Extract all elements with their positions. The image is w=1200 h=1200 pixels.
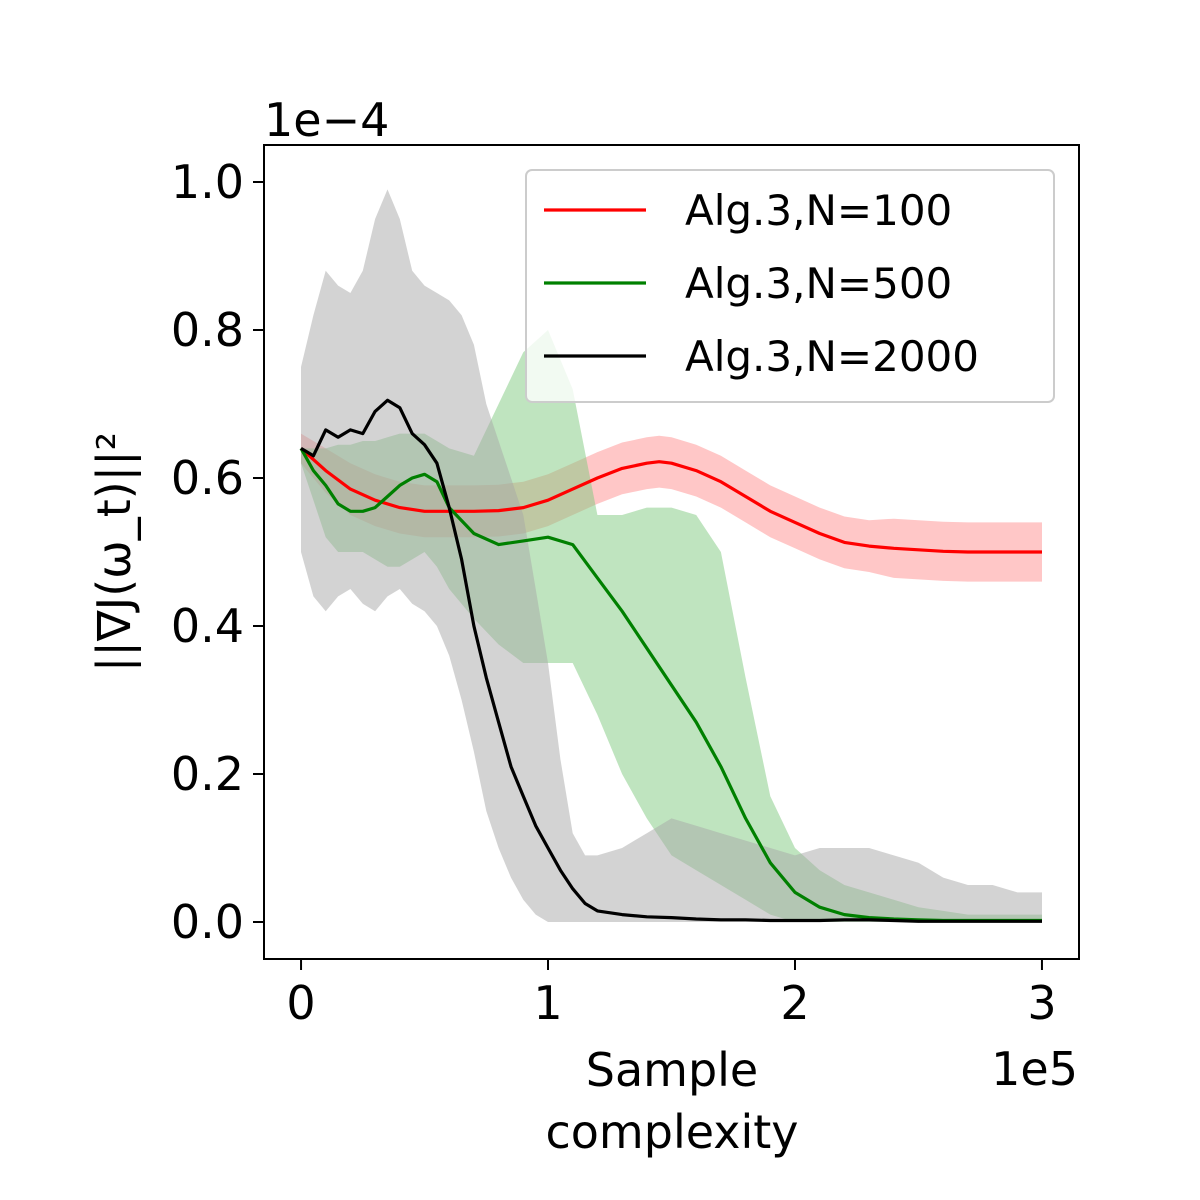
legend-label: Alg.3,N=100: [685, 186, 952, 235]
legend-box: [525, 169, 1055, 403]
x-axis-label-line-2: complexity: [546, 1105, 799, 1159]
line-series-3: [300, 398, 1042, 923]
x-tick-label: 2: [780, 976, 809, 1030]
x-axis-label-line-1: Sample: [586, 1043, 758, 1097]
x-tick-label: 3: [1027, 976, 1056, 1030]
y-tick-label: 0.4: [171, 599, 244, 653]
x-scale-label: 1e5: [991, 1042, 1078, 1096]
legend-label: Alg.3,N=2000: [685, 332, 979, 381]
y-scale-label: 1e−4: [264, 93, 389, 147]
x-tick-label: 1: [533, 976, 562, 1030]
legend-label: Alg.3,N=500: [685, 259, 952, 308]
y-tick-label: 1.0: [171, 155, 244, 209]
legend: Alg.3,N=100 Alg.3,N=500 Alg.3,N=2000: [525, 169, 1055, 403]
band-series-3: [301, 189, 1042, 922]
y-tick-label: 0.6: [171, 451, 244, 505]
y-tick-label: 0.0: [171, 895, 244, 949]
line-series-1: [299, 447, 1042, 554]
y-axis-label: ||∇J(ω_t)||²: [87, 432, 142, 672]
y-axis-ticks: 0.0 0.2 0.4 0.6 0.8 1.0: [171, 155, 264, 949]
plot-frame: [263, 144, 1080, 960]
series-lines: [299, 398, 1042, 923]
y-tick-label: 0.2: [171, 747, 244, 801]
x-axis-ticks: 0 1 2 3: [286, 959, 1057, 1030]
y-tick-label: 0.8: [171, 303, 244, 357]
x-tick-label: 0: [286, 976, 315, 1030]
